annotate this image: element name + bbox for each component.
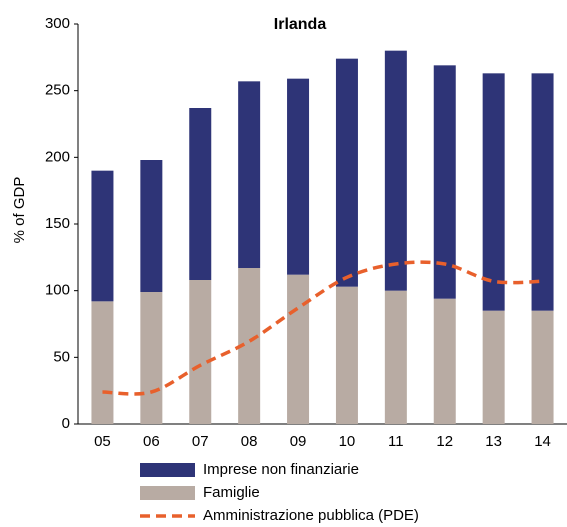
bar-segment (531, 73, 554, 311)
bar-segment (238, 268, 261, 424)
bar-segment (91, 301, 114, 424)
bar-segment (189, 108, 212, 280)
bar-segment (482, 73, 505, 311)
x-tick-label: 05 (94, 433, 111, 450)
legend-label: Amministrazione pubblica (PDE) (203, 507, 419, 524)
x-tick-label: 08 (241, 433, 258, 450)
legend-swatch (140, 463, 195, 477)
line (102, 260, 543, 396)
bar-segment (91, 170, 114, 302)
y-tick-label: 200 (45, 148, 70, 165)
x-tick-label: 09 (290, 433, 307, 450)
y-tick-label: 0 (62, 415, 70, 432)
bar-segment (140, 292, 163, 424)
y-axis-label: % of GDP (11, 177, 28, 244)
bar-segment (140, 160, 163, 292)
y-tick-label: 50 (53, 348, 70, 365)
x-tick-label: 12 (436, 433, 453, 450)
x-tick-label: 10 (339, 433, 356, 450)
bar-segment (335, 58, 358, 287)
y-tick-label: 300 (45, 15, 70, 32)
legend-label: Famiglie (203, 484, 260, 501)
bar-segment (287, 274, 310, 424)
legend-swatch (140, 486, 195, 500)
bar-segment (287, 78, 310, 275)
y-tick-label: 150 (45, 215, 70, 232)
bar-segment (189, 280, 212, 424)
bar-segment (433, 65, 456, 299)
chart-title: Irlanda (274, 16, 327, 33)
x-tick-label: 14 (534, 433, 551, 450)
bar-segment (384, 50, 407, 291)
x-tick-label: 11 (388, 433, 404, 450)
x-tick-label: 06 (143, 433, 160, 450)
bar-segment (482, 310, 505, 424)
bar-segment (531, 310, 554, 424)
x-tick-label: 13 (485, 433, 502, 450)
x-tick-label: 07 (192, 433, 209, 450)
bar-segment (335, 286, 358, 424)
bar-segment (238, 81, 261, 268)
bar-segment (433, 298, 456, 424)
bar-segment (384, 290, 407, 424)
legend-label: Imprese non finanziarie (203, 461, 359, 478)
y-tick-label: 100 (45, 282, 70, 299)
y-tick-label: 250 (45, 82, 70, 99)
